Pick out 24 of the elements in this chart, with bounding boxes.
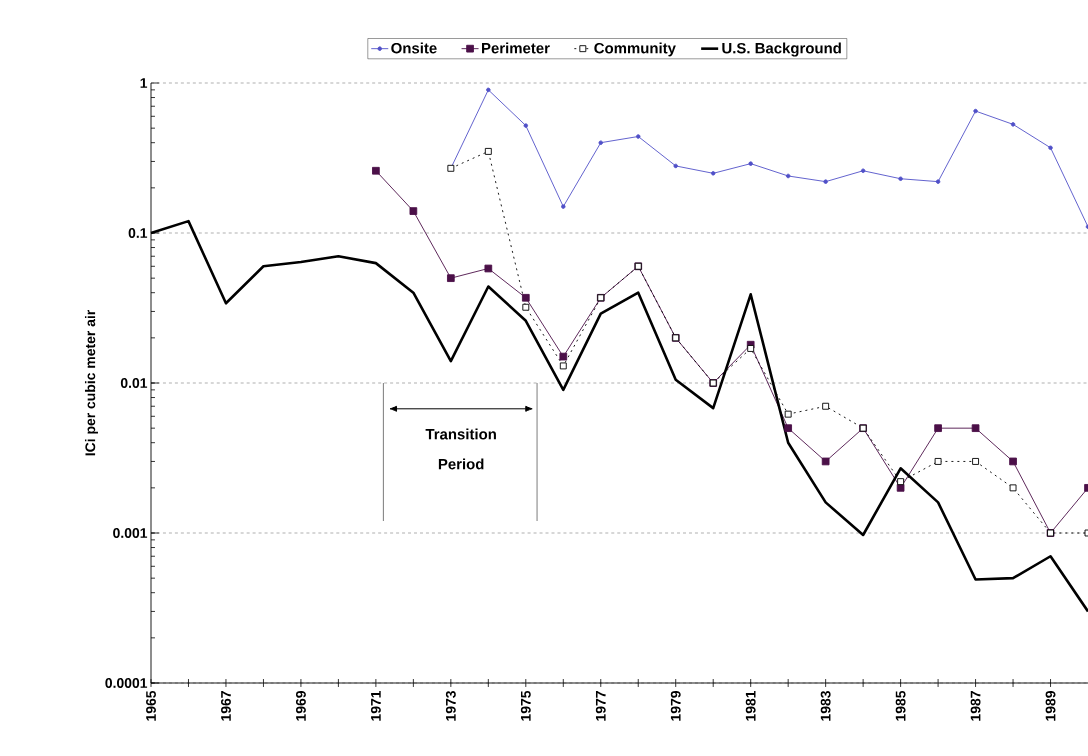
x-tick-label: 1989 — [1045, 691, 1056, 721]
legend-label: U.S. Background — [722, 42, 841, 57]
x-tick-label: 1979 — [670, 691, 681, 721]
y-axis-title: ICi per cubic meter air — [84, 309, 98, 456]
legend-label: Community — [594, 42, 676, 57]
x-tick-label: 1983 — [820, 691, 831, 721]
legend-label: Perimeter — [482, 42, 550, 54]
y-tick-label: 1 — [140, 78, 148, 88]
legend-label: Onsite — [391, 42, 437, 54]
x-tick-label: 1973 — [445, 691, 456, 721]
y-tick-label: 0.01 — [120, 378, 148, 388]
y-tick-label: 0.0001 — [105, 678, 148, 688]
x-tick-label: 1981 — [745, 690, 756, 721]
x-tick-label: 1969 — [295, 691, 306, 721]
x-tick-label: 1985 — [895, 690, 906, 721]
x-tick-label: 1975 — [520, 690, 531, 721]
x-tick-label: 1987 — [970, 691, 981, 721]
y-tick-label: 0.1 — [128, 228, 148, 238]
x-tick-label: 1967 — [221, 691, 231, 721]
text: Transition Period — [425, 428, 496, 470]
x-tick-label: 1971 — [370, 690, 381, 721]
y-tick-label: 0.001 — [113, 528, 148, 538]
x-tick-label: 1977 — [595, 691, 606, 721]
x-tick-label: 1965 — [146, 690, 156, 721]
